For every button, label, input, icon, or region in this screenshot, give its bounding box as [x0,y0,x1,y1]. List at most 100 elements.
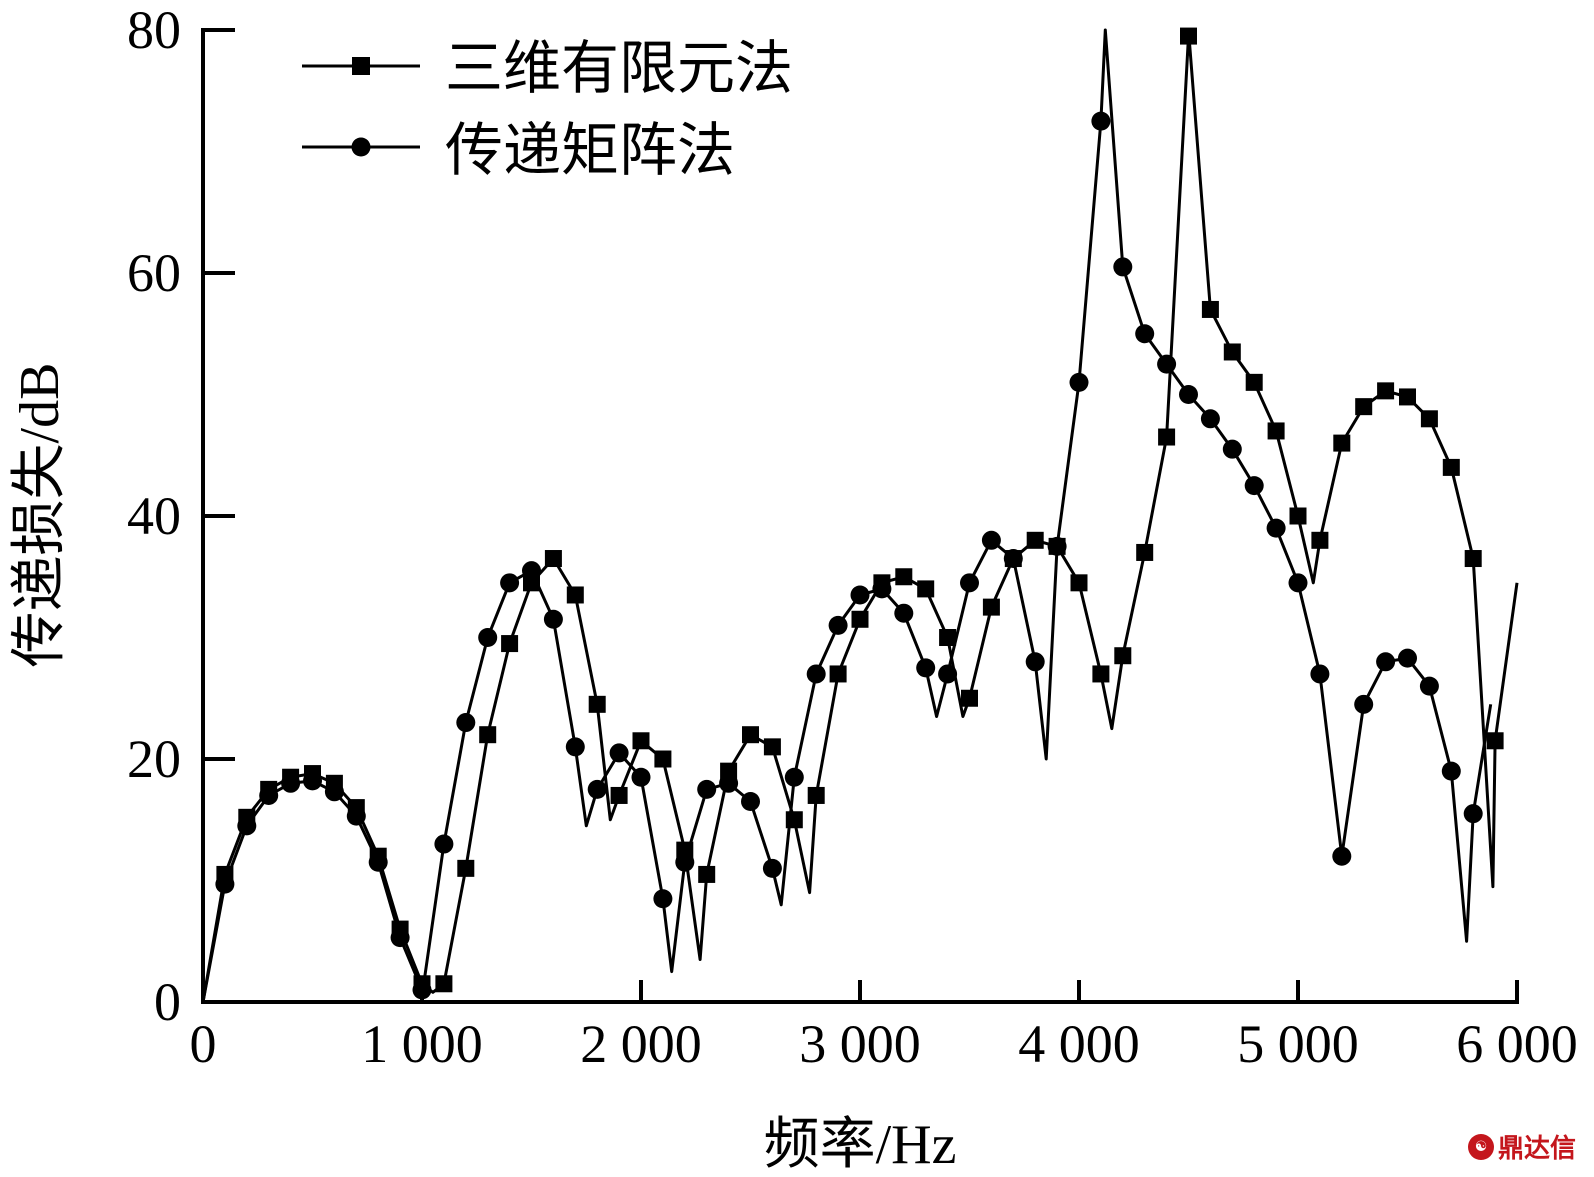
legend-item-fem: 三维有限元法 [302,36,793,101]
square-marker [829,665,847,683]
square-marker [742,726,759,744]
circle-marker [1047,536,1067,556]
circle-marker [850,585,870,605]
square-marker [851,610,869,628]
legend: 三维有限元法 传递矩阵法 [302,36,793,183]
x-tick-label: 3 000 [799,1014,921,1074]
square-marker [1070,574,1088,592]
circle-marker [609,743,629,763]
circle-marker [543,609,563,629]
square-marker [654,750,672,768]
circle-marker [872,579,892,599]
circle-marker [1179,385,1198,404]
square-marker [1442,458,1460,476]
square-marker-icon [352,57,370,75]
square-marker [1311,531,1329,549]
circle-marker [1310,664,1330,684]
circle-marker [1244,476,1264,496]
y-tick-label: 20 [127,729,181,789]
x-axis-title: 频率/Hz [764,1114,957,1176]
square-marker [1486,732,1504,750]
square-marker [917,580,935,598]
square-marker [1420,410,1438,428]
x-ticks: 0 1 000 2 000 3 000 4 000 5 000 6 000 [190,980,1578,1074]
y-tick-label: 60 [127,243,181,303]
circle-marker [237,816,257,836]
circle-marker [828,615,848,635]
circle-marker [1463,804,1483,824]
circle-marker [960,573,979,593]
circle-marker [500,573,520,593]
x-tick-label: 4 000 [1018,1014,1140,1074]
circle-marker [938,664,958,684]
circle-marker [653,889,673,909]
circle-marker [1113,257,1133,277]
square-marker [1026,531,1044,549]
square-marker [1180,27,1197,45]
circle-marker [916,658,936,678]
square-marker [1158,428,1176,446]
square-marker [501,635,519,653]
circle-marker [522,561,541,581]
y-ticks: 0 20 40 60 80 [127,0,235,1032]
square-marker [1092,665,1110,683]
circle-marker [894,603,914,623]
circle-marker [1135,324,1155,344]
y-tick-label: 80 [127,0,181,60]
circle-marker [784,767,804,787]
circle-marker [346,806,366,826]
circle-marker [281,773,301,793]
plot-markers [215,27,1504,1000]
square-marker [895,568,913,586]
circle-marker [1288,573,1308,593]
square-marker [457,859,475,877]
circle-marker [215,874,235,894]
square-marker [785,811,803,829]
square-marker [1333,434,1351,452]
square-marker [1289,507,1307,525]
circle-marker [631,767,651,787]
y-tick-label: 40 [127,486,181,546]
circle-marker [565,737,585,757]
circle-marker [1376,652,1396,672]
watermark: ☯ 鼎达信 [1467,1128,1576,1165]
y-tick-label: 0 [154,972,181,1032]
square-marker [1136,543,1154,561]
x-tick-label: 0 [190,1014,217,1074]
plot-lines [201,28,1519,1003]
y-axis-title: 传递损失/dB [9,363,71,668]
circle-marker [1091,111,1111,131]
axes [201,28,1519,1004]
square-marker [1399,388,1416,406]
square-marker [544,550,562,568]
circle-marker [303,771,322,791]
circle-marker [1441,761,1461,781]
circle-marker [1069,372,1089,392]
circle-marker [981,530,1001,550]
x-tick-label: 2 000 [580,1014,702,1074]
circle-marker-icon [351,137,371,157]
circle-marker [719,773,739,793]
legend-label-fem: 三维有限元法 [445,36,793,101]
square-marker [1355,398,1373,416]
square-marker [610,786,628,804]
square-marker [763,738,781,756]
square-marker [1377,382,1395,400]
circle-marker [478,628,498,647]
circle-marker [1222,439,1242,459]
circle-marker [1025,652,1045,672]
square-marker [1464,550,1482,568]
square-marker [566,586,584,604]
square-marker [632,732,650,750]
circle-marker [741,792,760,812]
circle-marker [806,664,826,684]
watermark-text: 鼎达信 [1497,1134,1576,1164]
circle-marker [434,834,454,854]
square-marker [1114,647,1132,665]
series-line [201,28,1519,1003]
x-tick-label: 5 000 [1237,1014,1359,1074]
circle-marker [1200,409,1220,429]
circle-marker [697,779,717,799]
circle-marker [587,779,607,799]
circle-marker [1354,694,1374,714]
